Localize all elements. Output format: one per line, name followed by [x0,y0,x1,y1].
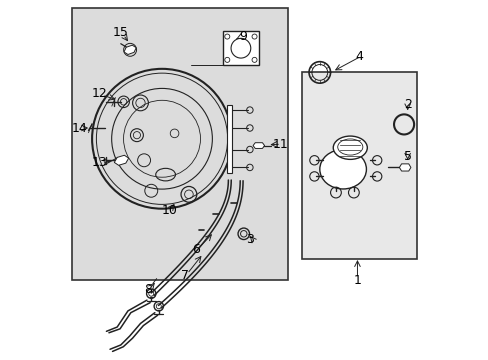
Text: 8: 8 [143,283,151,296]
Text: 10: 10 [161,204,177,217]
Text: 12: 12 [91,87,107,100]
Polygon shape [253,143,264,148]
Text: 14: 14 [72,122,87,135]
Bar [72,8,287,280]
Ellipse shape [333,136,366,159]
Polygon shape [114,155,128,165]
Text: 4: 4 [355,50,363,63]
Text: 11: 11 [272,138,287,150]
Bar [301,72,416,259]
Text: 6: 6 [192,243,200,256]
Polygon shape [399,164,410,171]
Text: 15: 15 [113,27,128,40]
Text: 1: 1 [353,274,361,287]
Text: 3: 3 [245,233,253,246]
Text: 7: 7 [181,269,189,282]
Bar [223,31,258,65]
Text: 5: 5 [403,150,411,163]
Polygon shape [124,45,136,54]
Bar [226,105,231,173]
Ellipse shape [319,149,366,189]
Text: 9: 9 [238,30,246,43]
Text: 13: 13 [91,156,107,169]
Text: 2: 2 [403,98,411,111]
